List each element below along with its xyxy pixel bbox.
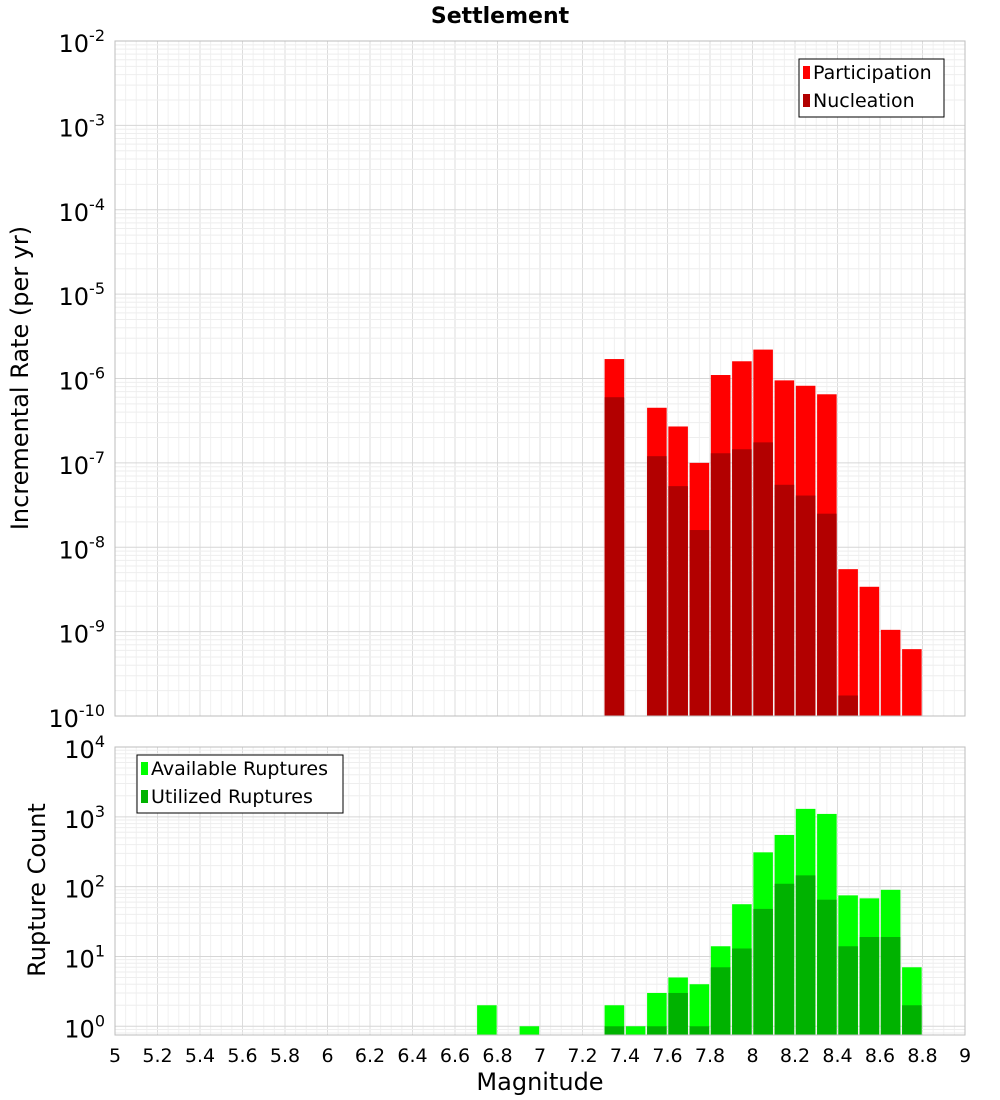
bar-available-ruptures [625,1026,646,1035]
x-tick-label: 8.6 [865,1045,895,1067]
x-tick-label: 5 [109,1045,121,1067]
bar-nucleation [838,695,858,716]
x-tick-label: 8 [746,1045,758,1067]
y-tick-label: 10-6 [59,364,106,396]
bar-utilized-ruptures [732,948,752,1035]
legend-swatch [141,790,148,803]
legend-label: Utilized Ruptures [151,786,313,808]
series-front-bars [604,397,858,716]
y-tick-label: 104 [64,732,105,764]
x-tick-label: 9 [959,1045,971,1067]
plot-frame [114,746,966,1036]
bar-utilized-ruptures [710,967,731,1035]
bar-available-ruptures [647,992,667,1035]
y-tick-label: 10-2 [59,26,106,58]
bar-nucleation [647,456,667,716]
bottom-y-axis-label: Rupture Count [23,803,51,977]
bar-nucleation [753,442,773,716]
bar-participation [902,649,922,716]
x-tick-label: 6.2 [355,1045,385,1067]
legend-label: Nucleation [813,90,915,112]
legend-swatch [803,94,810,107]
y-tick-label: 101 [64,941,105,973]
x-tick-label: 5.2 [142,1045,172,1067]
x-tick-label: 5.4 [185,1045,215,1067]
y-tick-label: 10-7 [59,448,106,480]
bar-utilized-ruptures [753,908,773,1035]
bar-participation [859,586,880,716]
legend-swatch [803,66,810,79]
bar-participation [880,629,901,716]
legend-label: Available Ruptures [151,758,328,780]
bar-available-ruptures [477,1005,497,1035]
bar-utilized-ruptures [838,946,858,1035]
y-tick-label: 10-8 [59,532,106,564]
y-tick-label: 103 [64,802,105,834]
x-tick-label: 5.6 [227,1045,257,1067]
x-tick-label: 8.8 [907,1045,937,1067]
bar-nucleation [604,397,625,716]
legend-box [798,58,945,118]
x-tick-label: 7.4 [610,1045,640,1067]
y-tick-label: 100 [64,1011,105,1043]
bar-utilized-ruptures [817,899,837,1035]
y-tick-label: 10-3 [59,110,106,142]
y-tick-label: 10-9 [59,617,106,649]
bar-nucleation [817,513,837,716]
plot-frame [114,40,966,717]
bar-utilized-ruptures [859,936,880,1035]
bar-nucleation [710,453,731,716]
bar-nucleation [732,449,752,716]
x-tick-label: 6 [321,1045,333,1067]
bar-nucleation [795,495,816,716]
bar-utilized-ruptures [689,1026,710,1035]
bar-utilized-ruptures [647,1026,667,1035]
y-tick-label: 102 [64,872,105,904]
rate-panel: 10-10 10-9 10-8 10-7 10-6 10-5 10-4 10-3 10-2 Par… [48,26,966,733]
x-tick-label: 6.4 [397,1045,427,1067]
series-front-bars [604,875,922,1035]
chart-title: Settlement [431,4,570,29]
y-tick-label: 10-10 [48,701,105,733]
x-tick-label: 8.4 [822,1045,852,1067]
y-tick-label: 10-5 [59,279,106,311]
y-tick-label: 10-4 [59,195,106,227]
x-tick-label: 6.8 [482,1045,512,1067]
x-tick-label: 8.2 [780,1045,810,1067]
count-panel: 100 101 102 103 104 Available Ruptures Utilize… [64,732,966,1043]
top-y-axis-label: Incremental Rate (per yr) [6,226,34,530]
legend: Available Ruptures Utilized Ruptures [136,754,344,814]
bar-nucleation [774,484,795,716]
bar-nucleation [668,486,688,716]
x-axis-label: Magnitude [476,1068,603,1096]
bar-utilized-ruptures [604,1026,625,1035]
x-tick-label: 7.2 [567,1045,597,1067]
legend: Participation Nucleation [798,58,945,118]
x-tick-label: 6.6 [440,1045,470,1067]
legend-box [136,754,344,814]
x-tick-label: 5.8 [270,1045,300,1067]
bar-utilized-ruptures [795,875,816,1035]
x-tick-label: 7 [534,1045,546,1067]
bar-utilized-ruptures [774,883,795,1035]
bar-utilized-ruptures [880,936,901,1035]
bar-nucleation [689,530,710,716]
x-tick-label: 7.8 [695,1045,725,1067]
bar-available-ruptures [689,984,710,1035]
legend-swatch [141,762,148,775]
bar-participation [838,569,858,716]
bar-utilized-ruptures [902,1005,922,1035]
legend-label: Participation [813,62,932,84]
bar-available-ruptures [519,1026,540,1035]
bar-utilized-ruptures [668,992,688,1035]
x-tick-label: 7.6 [652,1045,682,1067]
